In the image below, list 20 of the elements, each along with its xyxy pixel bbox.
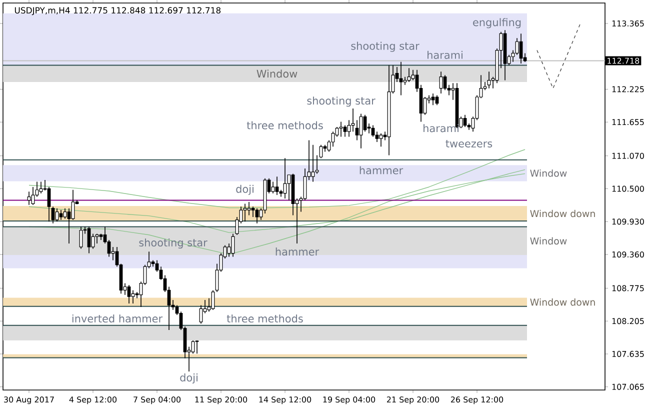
annotation: harami	[424, 124, 458, 132]
annotation: shooting star	[139, 238, 208, 249]
annotation: three methods	[226, 314, 303, 323]
annotation: hammer	[276, 248, 320, 256]
band-label: Window	[256, 70, 298, 78]
annotation: harami	[428, 50, 462, 59]
band-label: Window	[530, 237, 567, 245]
band-label: Window down	[530, 298, 595, 306]
annotation: doji	[180, 373, 198, 384]
annotation: doji	[236, 184, 254, 195]
annotation: hammer	[360, 166, 404, 174]
annotation: engulfing	[473, 18, 521, 28]
annotation: tweezers	[446, 140, 492, 148]
annotation: three methods	[246, 121, 323, 130]
chart-title: USDJPY,m,H4 112.775 112.848 112.697 112.718	[14, 7, 221, 16]
band-label: Window	[530, 169, 567, 177]
annotation: inverted hammer	[72, 314, 163, 323]
annotation: shooting star	[351, 42, 420, 52]
annotation: shooting star	[307, 96, 376, 107]
band-label: Window down	[530, 210, 595, 218]
